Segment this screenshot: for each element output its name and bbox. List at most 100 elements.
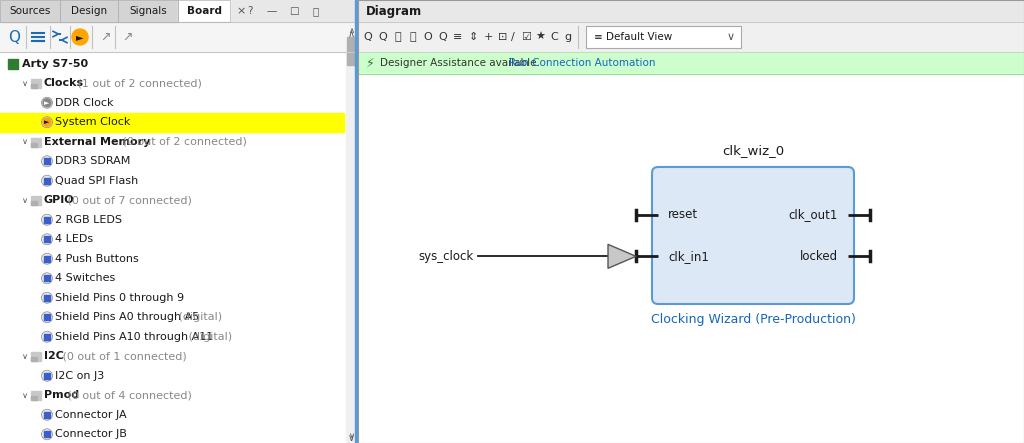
Circle shape [42, 117, 52, 128]
Bar [44, 412, 50, 418]
Text: (digital): (digital) [184, 332, 231, 342]
Bar [0, 22, 358, 52]
Text: Design: Design [71, 6, 108, 16]
Text: Arty S7-50: Arty S7-50 [22, 59, 88, 69]
Text: Clocking Wizard (Pre-Production): Clocking Wizard (Pre-Production) [650, 314, 855, 326]
Text: System Clock: System Clock [55, 117, 130, 127]
Polygon shape [608, 245, 636, 268]
Text: Quad SPI Flash: Quad SPI Flash [55, 176, 138, 186]
Text: clk_wiz_0: clk_wiz_0 [722, 144, 784, 158]
Text: (0 out of 4 connected): (0 out of 4 connected) [63, 390, 191, 400]
Text: ⤢: ⤢ [394, 32, 401, 42]
Circle shape [42, 370, 52, 381]
Text: ►: ► [44, 119, 50, 125]
Bar [44, 373, 50, 379]
Circle shape [42, 97, 52, 108]
Text: ★: ★ [535, 32, 545, 42]
Text: ∧: ∧ [347, 29, 354, 39]
Bar [347, 37, 357, 65]
Bar [60, 0, 118, 22]
Bar [358, 52, 1024, 74]
Text: clk_in1: clk_in1 [668, 250, 709, 263]
FancyBboxPatch shape [652, 167, 854, 304]
Bar [44, 334, 50, 340]
Text: ∨: ∨ [22, 196, 28, 205]
Text: □: □ [289, 6, 299, 16]
Circle shape [42, 409, 52, 420]
Text: reset: reset [668, 208, 698, 221]
FancyBboxPatch shape [31, 391, 41, 400]
Text: 2 RGB LEDS: 2 RGB LEDS [55, 215, 122, 225]
Text: Pmod: Pmod [44, 390, 79, 400]
FancyBboxPatch shape [31, 79, 41, 88]
Text: ⊡: ⊡ [499, 32, 508, 42]
Text: Run Connection Automation: Run Connection Automation [509, 58, 655, 68]
Text: ×: × [236, 6, 246, 16]
Bar [0, 113, 344, 132]
Text: g: g [564, 32, 571, 42]
Text: ∨: ∨ [347, 433, 354, 443]
Bar [118, 0, 178, 22]
Text: +: + [483, 32, 493, 42]
Text: DDR Clock: DDR Clock [55, 98, 114, 108]
Circle shape [42, 312, 52, 323]
Text: ∨: ∨ [22, 391, 28, 400]
Text: Shield Pins 0 through 9: Shield Pins 0 through 9 [55, 293, 184, 303]
Text: Q: Q [8, 30, 20, 44]
Text: I2C on J3: I2C on J3 [55, 371, 104, 381]
Text: ∨: ∨ [349, 431, 355, 439]
Text: locked: locked [800, 250, 838, 263]
Text: —: — [267, 6, 278, 16]
Bar [178, 0, 230, 22]
Text: ☑: ☑ [521, 32, 531, 42]
Circle shape [42, 292, 52, 303]
Text: Sources: Sources [9, 6, 50, 16]
Circle shape [42, 273, 52, 284]
Bar [178, 0, 230, 22]
Text: ↗: ↗ [99, 31, 111, 43]
Circle shape [42, 156, 52, 167]
Bar [44, 217, 50, 223]
Bar [8, 59, 18, 69]
Circle shape [43, 99, 51, 107]
Text: (0 out of 7 connected): (0 out of 7 connected) [63, 195, 191, 205]
Bar [0, 0, 358, 22]
Text: ⤡: ⤡ [410, 32, 417, 42]
Bar [358, 0, 1024, 22]
Circle shape [42, 253, 52, 264]
Circle shape [72, 29, 88, 45]
Text: Connector JB: Connector JB [55, 429, 127, 439]
Text: ►: ► [44, 100, 50, 106]
Bar [44, 178, 50, 184]
Text: Shield Pins A10 through A11: Shield Pins A10 through A11 [55, 332, 213, 342]
Text: clk_out1: clk_out1 [788, 208, 838, 221]
FancyBboxPatch shape [31, 352, 41, 361]
Text: O: O [424, 32, 432, 42]
Bar [0, 0, 60, 22]
Text: ≡ Default View: ≡ Default View [594, 32, 672, 42]
Text: ?: ? [247, 6, 253, 16]
Text: Q: Q [364, 32, 373, 42]
Bar [346, 22, 358, 443]
Text: (0 out of 2 connected): (0 out of 2 connected) [119, 137, 247, 147]
Text: 4 Push Buttons: 4 Push Buttons [55, 254, 138, 264]
Text: Q: Q [438, 32, 447, 42]
Text: GPIO: GPIO [44, 195, 75, 205]
Text: (digital): (digital) [175, 312, 222, 322]
Circle shape [43, 118, 51, 126]
FancyBboxPatch shape [31, 196, 41, 205]
Circle shape [42, 331, 52, 342]
Text: Designer Assistance available.: Designer Assistance available. [380, 58, 540, 68]
Text: ≡: ≡ [454, 32, 463, 42]
Bar [0, 0, 60, 22]
Text: Connector JA: Connector JA [55, 410, 127, 420]
Circle shape [42, 175, 52, 186]
Bar [44, 295, 50, 301]
FancyBboxPatch shape [31, 357, 37, 361]
Text: ∨: ∨ [727, 32, 735, 42]
Text: I2C: I2C [44, 351, 63, 361]
FancyBboxPatch shape [31, 138, 41, 147]
Text: Signals: Signals [129, 6, 167, 16]
Text: ∨: ∨ [22, 137, 28, 146]
Text: sys_clock: sys_clock [418, 250, 473, 263]
